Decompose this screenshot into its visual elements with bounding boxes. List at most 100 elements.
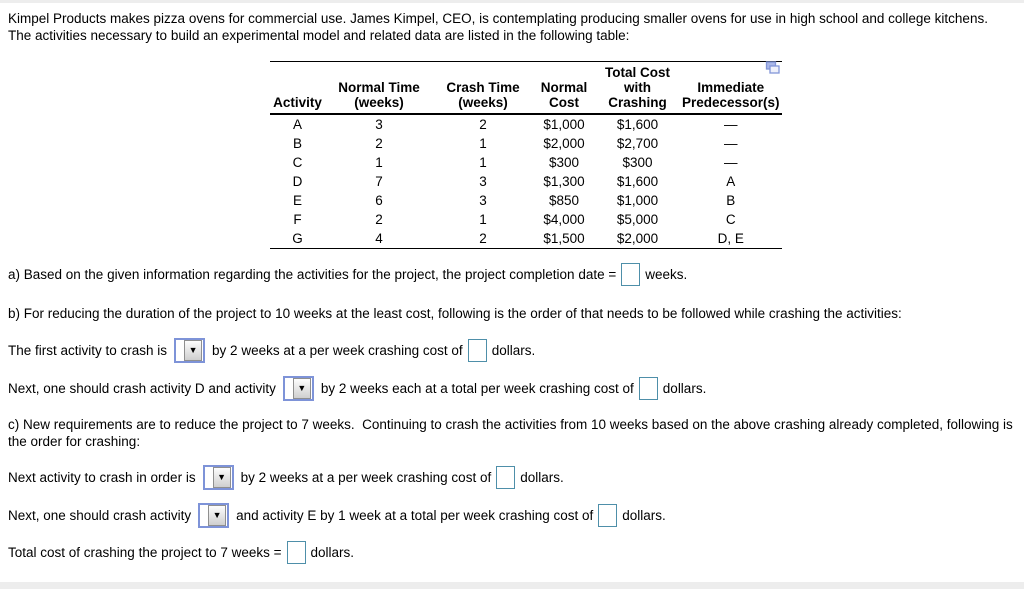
table-cell: $1,000 [543,117,585,132]
col-header-predecessors: Immediate Predecessor(s) [680,61,782,115]
table-row: F 2 1 $4,000 $5,000 C [270,210,782,229]
table-cell: B [292,136,302,151]
c-second-cost-input[interactable] [598,504,618,527]
question-b1-units: dollars. [491,343,536,358]
table-cell: 7 [375,174,383,189]
question-c1-units: dollars. [520,470,564,485]
table-cell: — [724,117,738,132]
table-cell: 6 [375,193,383,208]
chevron-down-icon: ▼ [184,340,203,361]
question-b2-text: Next, one should crash activity D and ac… [8,381,276,396]
table-cell: B [726,193,736,208]
col-header-total-cost-crashing: Total Cost with Crashing [595,61,680,115]
second-crash-cost-input[interactable] [638,377,658,400]
c-second-activity-select[interactable]: ▼ [198,503,230,528]
question-b2: Next, one should crash activity D and ac… [8,376,1016,401]
col-header-normal-time: Normal Time (weeks) [325,61,433,115]
table-section: Activity Normal Time (weeks) Crash Time (w… [8,61,1016,249]
table-cell: $4,000 [543,212,585,227]
table-cell: $2,000 [543,136,585,151]
question-a-text: a) Based on the given information regard… [8,267,617,282]
table-cell: D [292,174,303,189]
table-cell: D, E [717,231,744,246]
table-cell: $1,600 [616,174,659,189]
table-cell: 2 [375,136,383,151]
table-cell: $1,500 [543,231,585,246]
table-row: A 3 2 $1,000 $1,600 — [270,114,782,134]
table-cell: — [724,155,738,170]
table-cell: 1 [479,212,487,227]
col-header-activity: Activity [270,61,325,115]
question-b2-units: dollars. [662,381,707,396]
bottom-divider-bar [0,582,1024,589]
problem-statement: Kimpel Products makes pizza ovens for co… [8,10,1016,44]
table-cell: G [292,231,303,246]
question-b2-mid: by 2 weeks each at a total per week cras… [320,381,634,396]
question-b-text: b) For reducing the duration of the proj… [8,306,902,321]
question-total-units: dollars. [310,545,355,560]
question-c2-mid: and activity E by 1 week at a total per … [236,508,594,523]
chevron-down-icon: ▼ [208,505,227,526]
top-divider-bar [0,0,1024,3]
copy-table-icon[interactable] [765,61,780,75]
problem-statement-line1: Kimpel Products makes pizza ovens for co… [8,11,988,26]
table-cell: 2 [479,231,487,246]
question-total: Total cost of crashing the project to 7 … [8,541,1016,564]
table-cell: $1,300 [543,174,585,189]
table-cell: C [292,155,303,170]
question-c-text: c) New requirements are to reduce the pr… [8,417,1017,449]
table-row: C 1 1 $300 $300 — [270,153,782,172]
c-next-activity-select[interactable]: ▼ [202,465,234,490]
question-b1: The first activity to crash is ▼ by 2 we… [8,338,1016,363]
table-row: E 6 3 $850 $1,000 B [270,191,782,210]
table-cell: C [725,212,736,227]
table-cell: E [292,193,302,208]
table-cell: $850 [548,193,580,208]
table-cell: 3 [375,117,383,132]
first-crash-cost-input[interactable] [467,339,487,362]
table-cell: $5,000 [616,212,659,227]
question-c1: Next activity to crash in order is ▼ by … [8,465,1016,490]
table-cell: 3 [479,193,487,208]
col-header-normal-cost: Normal Cost [533,61,595,115]
table-cell: $2,700 [616,136,659,151]
question-total-text: Total cost of crashing the project to 7 … [8,545,282,560]
table-cell: $2,000 [616,231,659,246]
chevron-down-icon: ▼ [292,378,311,399]
table-row: B 2 1 $2,000 $2,700 — [270,134,782,153]
problem-statement-line2: The activities necessary to build an exp… [8,28,630,43]
col-header-crash-time: Crash Time (weeks) [433,61,533,115]
table-cell: A [292,117,302,132]
question-b1-text: The first activity to crash is [8,343,168,358]
second-crash-activity-select[interactable]: ▼ [282,376,314,401]
table-row: D 7 3 $1,300 $1,600 A [270,172,782,191]
question-a: a) Based on the given information regard… [8,263,1016,286]
table-cell: $300 [548,155,580,170]
question-c2: Next, one should crash activity ▼ and ac… [8,503,1016,528]
table-cell: $300 [622,155,653,170]
table-cell: 3 [479,174,487,189]
activity-table: Activity Normal Time (weeks) Crash Time (w… [270,61,782,249]
completion-weeks-input[interactable] [621,263,641,286]
question-content: Kimpel Products makes pizza ovens for co… [8,10,1017,564]
table-cell: 2 [375,212,383,227]
table-cell: — [724,136,738,151]
table-cell: $1,000 [616,193,659,208]
chevron-down-icon: ▼ [212,467,231,488]
question-c1-text: Next activity to crash in order is [8,470,196,485]
question-b1-mid: by 2 weeks at a per week crashing cost o… [212,343,463,358]
table-cell: F [293,212,302,227]
question-c2-units: dollars. [622,508,666,523]
table-row: G 4 2 $1,500 $2,000 D, E [270,229,782,249]
question-a-units: weeks. [645,267,688,282]
table-cell: 1 [479,155,487,170]
question-c1-mid: by 2 weeks at a per week crashing cost o… [240,470,492,485]
table-cell: $1,600 [616,117,659,132]
table-cell: A [726,174,736,189]
total-crash-cost-input[interactable] [286,541,306,564]
question-c2-text: Next, one should crash activity [8,508,192,523]
c-next-cost-input[interactable] [496,466,516,489]
table-cell: 1 [375,155,383,170]
table-cell: 1 [479,136,487,151]
first-crash-activity-select[interactable]: ▼ [174,338,206,363]
